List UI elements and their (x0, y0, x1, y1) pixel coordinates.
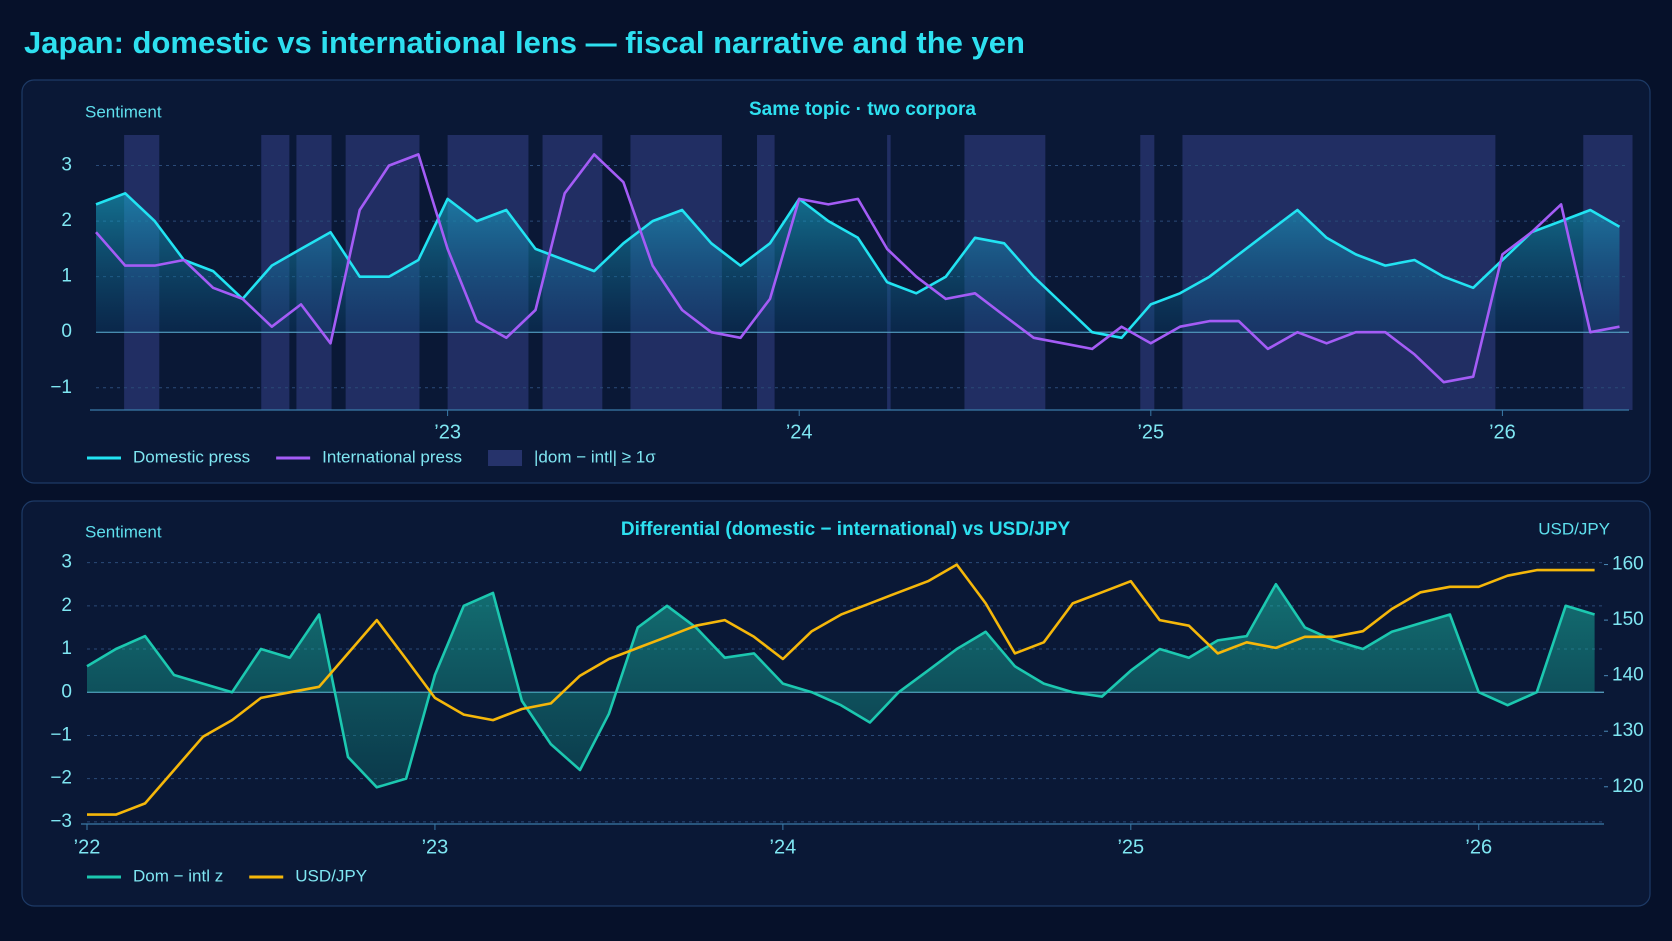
area (96, 193, 1620, 338)
y2-tick-label: 160 (1612, 554, 1644, 575)
y-tick-label: 2 (61, 210, 72, 231)
highlight-band (887, 135, 891, 410)
y2-tick-label: 140 (1612, 665, 1644, 686)
y-axis-title: Sentiment (85, 102, 162, 121)
y2-axis-title: USD/JPY (1538, 519, 1610, 538)
x-tick-label: ’26 (1465, 836, 1492, 858)
x-tick-label: ’23 (434, 421, 461, 443)
y-tick-label: 1 (61, 638, 72, 659)
y-tick-label: 2 (61, 595, 72, 616)
series-line (86, 582, 1595, 789)
y2-tick-label: 150 (1612, 609, 1644, 630)
highlight-band (1140, 135, 1155, 410)
x-tick-label: ’24 (770, 836, 797, 858)
y-axis-title: Sentiment (85, 522, 162, 541)
legend-label: |dom − intl| ≥ 1σ (534, 447, 656, 466)
legend-label: Domestic press (133, 447, 250, 466)
x-tick-label: ’25 (1117, 836, 1144, 858)
y-tick-label: 0 (61, 321, 72, 342)
legend-swatch (488, 450, 523, 466)
series-line (87, 563, 1595, 816)
chart-title: Same topic · two corpora (749, 99, 976, 120)
legend-label: International press (322, 447, 462, 466)
y2-tick-label: 120 (1612, 776, 1644, 797)
x-tick-label: ’26 (1489, 421, 1516, 443)
x-tick-label: ’22 (74, 836, 101, 858)
x-tick-label: ’25 (1137, 421, 1164, 443)
series-line (95, 192, 1621, 340)
y2-tick-label: 130 (1612, 720, 1644, 741)
legend-label: Dom − intl z (133, 866, 223, 885)
x-tick-label: ’24 (786, 421, 813, 443)
chart-title: Differential (domestic − international) … (621, 519, 1071, 540)
y-tick-label: 3 (61, 552, 72, 573)
y-tick-label: −3 (50, 811, 72, 832)
y-tick-label: 1 (61, 266, 72, 287)
area (87, 584, 1595, 788)
y-tick-label: 0 (61, 681, 72, 702)
y-tick-label: −1 (50, 377, 72, 398)
legend-label: USD/JPY (295, 866, 367, 885)
y-tick-label: −2 (50, 768, 72, 789)
y-tick-label: −1 (50, 724, 72, 745)
y-tick-label: 3 (61, 155, 72, 176)
x-tick-label: ’23 (422, 836, 449, 858)
page-title: Japan: domestic vs international lens — … (24, 25, 1025, 60)
series-line (95, 153, 1620, 384)
